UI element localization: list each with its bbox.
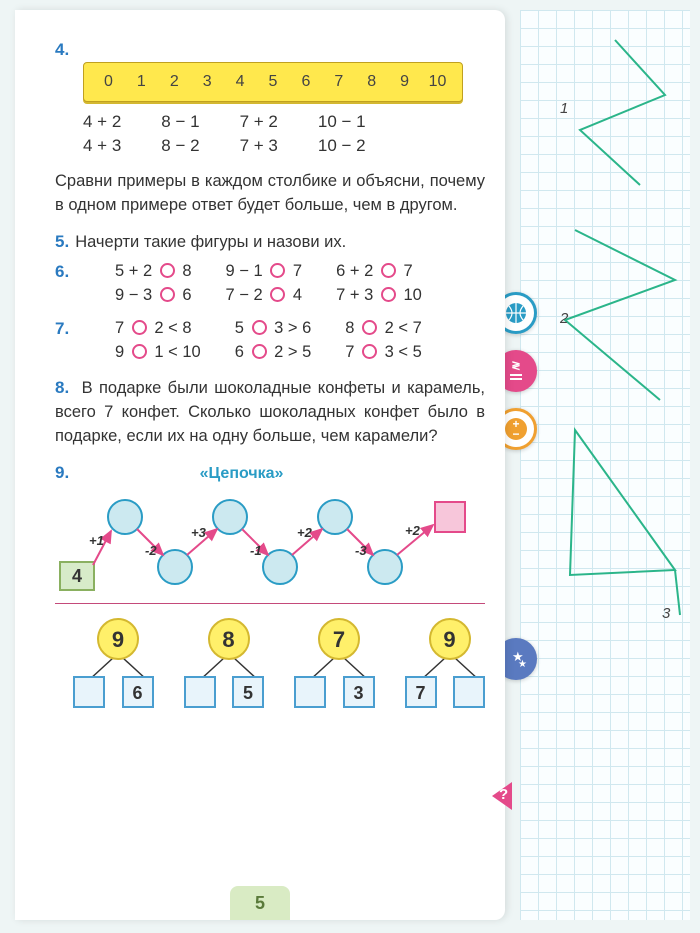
svg-text:-1: -1: [250, 543, 262, 558]
op-circle[interactable]: [132, 344, 147, 359]
svg-text:+1: +1: [89, 533, 104, 548]
question-marker-icon: [492, 782, 512, 810]
op-circle[interactable]: [252, 344, 267, 359]
op-circle[interactable]: [252, 320, 267, 335]
svg-text:−: −: [512, 427, 519, 441]
task-number: 5.: [55, 232, 69, 251]
task4-text: Сравни примеры в каждом столбике и объяс…: [55, 170, 485, 218]
textbook-page: 4. 012345678910 4 + 24 + 3 8 − 18 − 2 7 …: [15, 10, 505, 920]
answer-box[interactable]: [294, 676, 326, 708]
op-circle[interactable]: [362, 344, 377, 359]
shape-label-3: 3: [662, 605, 670, 622]
answer-box[interactable]: [184, 676, 216, 708]
task-number: 6.: [55, 262, 75, 305]
svg-text:+2: +2: [405, 523, 421, 538]
equation-columns: 4 + 24 + 3 8 − 18 − 2 7 + 27 + 3 10 − 11…: [83, 112, 485, 156]
compare-circle[interactable]: [270, 263, 285, 278]
answer-box[interactable]: 5: [232, 676, 264, 708]
answer-box[interactable]: 7: [405, 676, 437, 708]
task-9: 9. «Цепочка» 4 +1 -2: [55, 463, 485, 597]
compare-circle[interactable]: [381, 263, 396, 278]
chain-title: «Цепочка»: [200, 465, 284, 482]
compare-circle[interactable]: [160, 263, 175, 278]
decomp-item: 9 7: [405, 618, 486, 708]
shape-label-2: 2: [560, 310, 568, 327]
number-decomposition-row: 9 6 8 5 7 3 9 7: [73, 618, 485, 708]
chain-diagram: 4 +1 -2 +3 -1 +2 -3 +2: [55, 487, 485, 597]
svg-text:-3: -3: [355, 543, 367, 558]
compare-circle[interactable]: [160, 287, 175, 302]
task-number: 4.: [55, 40, 69, 59]
task-number: 8.: [55, 378, 69, 397]
number-ruler: 012345678910: [83, 62, 463, 102]
decomp-item: 8 5: [184, 618, 265, 708]
task-7: 7. 7 2 < 8 9 1 < 10 5 3 > 6 6 2 > 5 8 2 …: [55, 319, 485, 362]
op-circle[interactable]: [362, 320, 377, 335]
task-8: 8. В подарке были шоколадные конфеты и к…: [55, 376, 485, 449]
shape-label-1: 1: [560, 100, 568, 117]
task-6: 6. 5 + 2 8 9 − 3 6 9 − 1 7 7 − 2 4 6 + 2…: [55, 262, 485, 305]
compare-circle[interactable]: [270, 287, 285, 302]
chain-start: 4: [72, 566, 82, 586]
sidebar-shapes: [520, 10, 690, 920]
task-4: 4. 012345678910 4 + 24 + 3 8 − 18 − 2 7 …: [55, 40, 485, 218]
task-5: 5.Начерти такие фигуры и назови их.: [55, 232, 485, 252]
svg-text:+2: +2: [297, 525, 313, 540]
svg-text:★: ★: [518, 659, 527, 670]
svg-text:≷: ≷: [511, 360, 520, 372]
svg-text:-2: -2: [145, 543, 157, 558]
svg-text:+3: +3: [191, 525, 207, 540]
section-divider: [55, 603, 485, 604]
task-number: 9.: [55, 463, 69, 482]
decomp-item: 7 3: [294, 618, 375, 708]
page-number: 5: [230, 886, 290, 920]
op-circle[interactable]: [132, 320, 147, 335]
graph-paper-sidebar: 1 2 3: [520, 10, 690, 920]
answer-box[interactable]: [453, 676, 485, 708]
answer-box[interactable]: 3: [343, 676, 375, 708]
task-number: 7.: [55, 319, 75, 362]
answer-box[interactable]: [73, 676, 105, 708]
decomp-item: 9 6: [73, 618, 154, 708]
compare-circle[interactable]: [381, 287, 396, 302]
answer-box[interactable]: 6: [122, 676, 154, 708]
